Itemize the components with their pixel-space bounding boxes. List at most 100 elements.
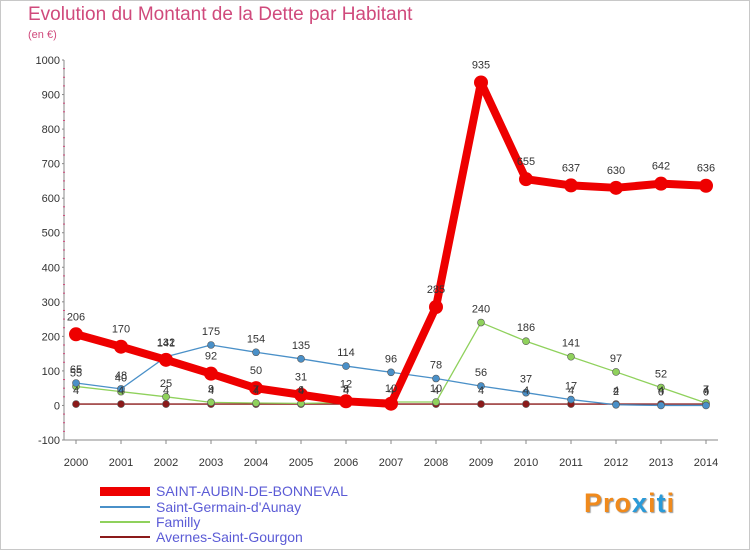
y-tick-label: 900: [42, 90, 60, 102]
data-label-series-2: 0: [703, 386, 709, 398]
data-label-series-3: 7: [703, 384, 709, 396]
data-point-series-1: [519, 172, 533, 187]
data-label-series-4: 4: [208, 385, 214, 397]
x-tick-label: 2009: [469, 457, 493, 469]
data-label-series-2: 135: [292, 340, 310, 352]
data-point-series-3: [477, 318, 485, 327]
data-label-series-1: 935: [472, 59, 490, 71]
data-point-series-3: [207, 398, 215, 407]
y-tick-label: 700: [42, 159, 60, 171]
data-label-series-1: 636: [697, 163, 715, 175]
data-point-series-1: [69, 327, 83, 342]
data-label-series-4: 4: [253, 385, 259, 397]
data-label-series-3: 10: [430, 383, 442, 395]
x-tick-label: 2012: [604, 457, 628, 469]
data-label-series-4: 4: [568, 385, 574, 397]
data-point-series-4: [162, 400, 170, 408]
data-point-series-1: [609, 180, 623, 195]
legend-swatch-series-4: [100, 536, 150, 538]
data-label-series-4: 4: [343, 385, 349, 397]
data-point-series-4: [72, 400, 80, 408]
x-tick-label: 2004: [244, 457, 268, 469]
data-label-series-3: 97: [610, 353, 622, 365]
proxiti-logo: Proxiti: [584, 488, 676, 518]
data-point-series-1: [654, 176, 668, 191]
data-label-series-1: 31: [295, 372, 307, 384]
legend-swatch-series-1: [100, 487, 150, 496]
x-tick-label: 2010: [514, 457, 538, 469]
data-label-series-2: 65: [70, 364, 82, 376]
y-tick-label: 300: [42, 297, 60, 309]
data-label-series-4: 4: [388, 385, 394, 397]
data-label-series-3: 10: [385, 383, 397, 395]
data-point-series-3: [432, 398, 440, 406]
x-tick-label: 2000: [64, 457, 88, 469]
data-label-series-4: 4: [613, 385, 619, 397]
x-tick-label: 2011: [559, 457, 583, 469]
data-point-series-1: [429, 300, 443, 314]
data-point-series-2: [432, 374, 440, 383]
data-label-series-3: 141: [562, 338, 580, 350]
data-point-series-1: [474, 75, 488, 90]
data-label-series-1: 132: [157, 337, 175, 349]
legend-label-series-3: Familly: [156, 514, 201, 530]
data-label-series-3: 6: [298, 384, 304, 396]
data-label-series-2: 2: [613, 386, 619, 398]
data-point-series-3: [522, 337, 530, 346]
data-label-series-3: 240: [472, 304, 490, 316]
y-tick-label: 600: [42, 193, 60, 205]
data-point-series-1: [294, 387, 308, 402]
data-label-series-3: 7: [253, 384, 259, 396]
y-tick-label: 400: [42, 262, 60, 274]
x-tick-label: 2014: [694, 457, 718, 469]
data-label-series-3: 186: [517, 322, 535, 334]
legend-swatch-series-2: [100, 506, 150, 508]
data-point-series-2: [522, 388, 530, 397]
data-point-series-1: [564, 178, 578, 193]
data-point-series-1: [699, 178, 713, 193]
data-point-series-1: [159, 352, 173, 367]
data-point-series-1: [204, 366, 218, 381]
data-point-series-3: [252, 399, 260, 407]
data-label-series-1: 12: [340, 378, 352, 390]
data-label-series-1: 285: [427, 284, 445, 296]
legend-swatch-series-3: [100, 521, 150, 523]
data-point-series-3: [162, 393, 170, 401]
data-label-series-2: 141: [157, 338, 175, 350]
data-label-series-1: 655: [517, 156, 535, 168]
data-label-series-4: 4: [523, 385, 529, 397]
data-label-series-2: 114: [337, 347, 355, 359]
data-point-series-1: [114, 339, 128, 354]
x-tick-label: 2007: [379, 457, 403, 469]
y-tick-label: -100: [38, 435, 60, 447]
chart-unit-label: (en €): [28, 29, 57, 41]
data-point-series-3: [657, 383, 665, 392]
x-tick-label: 2008: [424, 457, 448, 469]
data-label-series-1: 50: [250, 365, 262, 377]
x-tick-label: 2013: [649, 457, 673, 469]
data-point-series-2: [117, 385, 125, 393]
data-label-series-2: 78: [430, 360, 442, 372]
data-point-series-2: [72, 379, 80, 387]
data-point-series-2: [342, 362, 350, 370]
data-label-series-4: 4: [298, 385, 304, 397]
data-point-series-2: [297, 355, 305, 363]
data-point-series-2: [477, 382, 485, 390]
legend-label-series-2: Saint-Germain-d'Aunay: [156, 499, 302, 515]
data-point-series-2: [657, 401, 665, 410]
data-point-series-1: [249, 381, 263, 396]
legend-label-series-4: Avernes-Saint-Gourgon: [156, 529, 303, 545]
data-point-series-2: [567, 395, 575, 404]
data-label-series-4: 4: [703, 385, 709, 397]
y-tick-label: 1000: [36, 55, 60, 67]
y-tick-label: 200: [42, 331, 60, 343]
legend-label-series-1: SAINT-AUBIN-DE-BONNEVAL: [156, 483, 348, 499]
data-label-series-3: 40: [115, 373, 127, 385]
x-tick-label: 2006: [334, 457, 358, 469]
data-point-series-3: [612, 368, 620, 376]
x-tick-label: 2002: [154, 457, 178, 469]
data-point-series-2: [387, 368, 395, 377]
data-label-series-2: 0: [658, 386, 664, 398]
data-point-series-1: [384, 396, 398, 411]
